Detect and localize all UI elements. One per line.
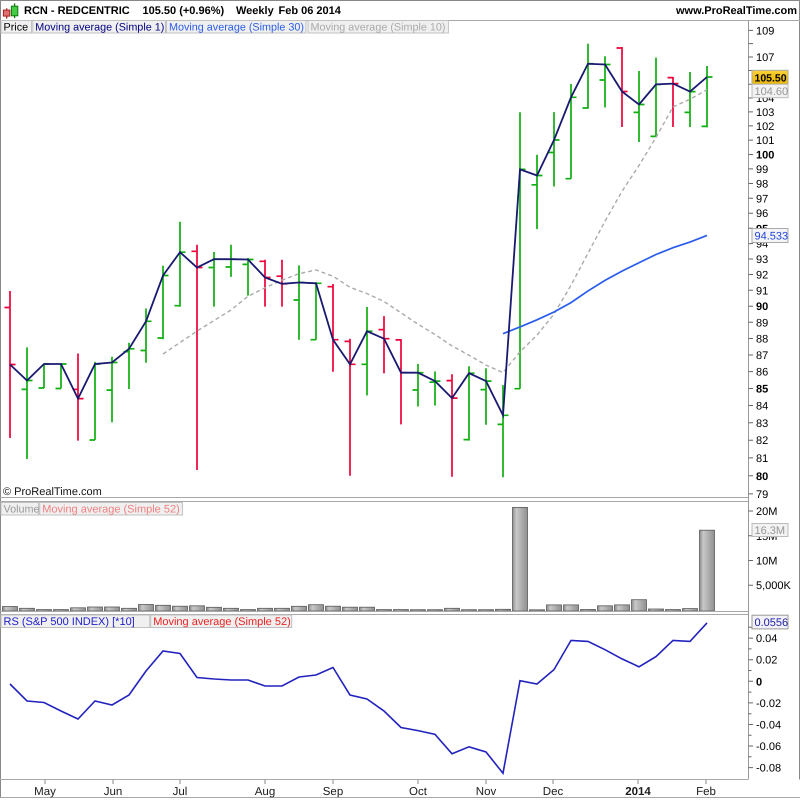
svg-text:10M: 10M [756,556,777,568]
svg-text:-0.06: -0.06 [756,741,781,753]
svg-text:0.04: 0.04 [756,633,777,645]
svg-text:Dec: Dec [543,786,564,798]
svg-text:98: 98 [756,179,768,191]
svg-text:RS (S&P 500 INDEX) [*10]: RS (S&P 500 INDEX) [*10] [4,616,135,628]
svg-text:86: 86 [756,367,768,379]
svg-text:Feb: Feb [696,786,716,798]
svg-text:0.02: 0.02 [756,655,777,667]
svg-text:-0.08: -0.08 [756,763,781,775]
svg-text:100: 100 [756,150,774,162]
svg-text:-0.02: -0.02 [756,698,781,710]
svg-text:81: 81 [756,453,768,465]
svg-text:96: 96 [756,208,768,220]
svg-text:RCN - REDCENTRIC: RCN - REDCENTRIC [24,5,130,17]
svg-text:92: 92 [756,270,768,282]
svg-text:91: 91 [756,285,768,297]
svg-text:84: 84 [756,401,768,413]
svg-text:88: 88 [756,334,768,346]
svg-text:Nov: Nov [476,786,497,798]
svg-text:www.ProRealTime.com: www.ProRealTime.com [675,5,797,17]
svg-text:2014: 2014 [625,786,651,798]
svg-text:Jun: Jun [104,786,123,798]
svg-text:Feb 06 2014: Feb 06 2014 [279,5,342,17]
svg-text:102: 102 [756,121,774,133]
svg-text:Aug: Aug [255,786,275,798]
svg-text:105.50 (+0.96%): 105.50 (+0.96%) [143,5,225,17]
svg-text:Moving average (Simple 52): Moving average (Simple 52) [153,616,291,628]
svg-text:94.533: 94.533 [755,231,789,243]
svg-text:0: 0 [756,676,762,688]
svg-text:Oct: Oct [409,786,428,798]
svg-text:Moving average (Simple 1): Moving average (Simple 1) [35,22,164,34]
svg-text:May: May [34,786,56,798]
svg-text:109: 109 [756,25,774,37]
svg-text:Moving average (Simple 10): Moving average (Simple 10) [311,22,446,34]
svg-text:99: 99 [756,164,768,176]
svg-text:80: 80 [756,471,768,483]
svg-text:107: 107 [756,52,774,64]
svg-text:16.3M: 16.3M [755,525,786,537]
svg-text:Moving average (Simple 30): Moving average (Simple 30) [169,22,304,34]
svg-text:Price: Price [4,22,29,34]
svg-text:97: 97 [756,193,768,205]
svg-text:Sep: Sep [323,786,343,798]
svg-text:Weekly: Weekly [236,5,275,17]
svg-text:82: 82 [756,435,768,447]
svg-text:104.60: 104.60 [755,86,789,98]
svg-text:85: 85 [756,384,768,396]
svg-text:0.0556: 0.0556 [755,617,789,629]
svg-text:89: 89 [756,317,768,329]
svg-text:105.50: 105.50 [755,73,787,85]
svg-text:-0.04: -0.04 [756,720,781,732]
svg-text:© ProRealTime.com: © ProRealTime.com [3,486,102,498]
svg-text:Jul: Jul [173,786,188,798]
svg-text:79: 79 [756,489,768,501]
svg-text:93: 93 [756,254,768,266]
svg-text:90: 90 [756,301,768,313]
svg-text:101: 101 [756,135,774,147]
svg-text:Moving average (Simple 52): Moving average (Simple 52) [42,504,180,516]
svg-text:Volume: Volume [4,504,40,516]
svg-text:103: 103 [756,107,774,119]
svg-text:20M: 20M [756,506,777,518]
svg-text:83: 83 [756,418,768,430]
svg-text:5,000K: 5,000K [756,580,792,592]
svg-text:87: 87 [756,350,768,362]
